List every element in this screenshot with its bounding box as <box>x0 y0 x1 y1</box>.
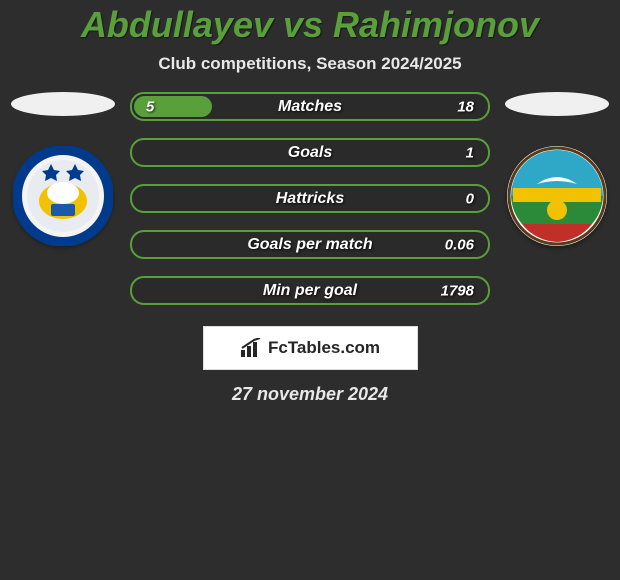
stat-bar-hattricks: Hattricks 0 <box>130 184 490 213</box>
stat-right-value: 0.06 <box>445 236 474 253</box>
stat-right-value: 0 <box>466 190 474 207</box>
stat-label: Matches <box>278 98 342 116</box>
stat-bar-goals: Goals 1 <box>130 138 490 167</box>
brand-text: FcTables.com <box>268 338 380 358</box>
stat-right-value: 18 <box>457 98 474 115</box>
left-club-badge <box>13 146 113 246</box>
main-row: 5 Matches 18 Goals 1 Hattricks 0 Goals p… <box>0 92 620 322</box>
left-name-oval <box>11 92 115 116</box>
right-club-badge <box>507 146 607 246</box>
stat-bar-matches: 5 Matches 18 <box>130 92 490 121</box>
left-column <box>8 92 118 246</box>
subtitle: Club competitions, Season 2024/2025 <box>0 54 620 74</box>
date-line: 27 november 2024 <box>0 384 620 405</box>
stat-right-value: 1798 <box>441 282 474 299</box>
stat-label: Goals <box>288 144 332 162</box>
right-column <box>502 92 612 246</box>
chart-icon <box>240 338 262 358</box>
stat-right-value: 1 <box>466 144 474 161</box>
page-title: Abdullayev vs Rahimjonov <box>0 4 620 46</box>
stat-label: Goals per match <box>247 236 372 254</box>
right-name-oval <box>505 92 609 116</box>
stat-bar-gpm: Goals per match 0.06 <box>130 230 490 259</box>
brand-box: FcTables.com <box>203 326 418 370</box>
stat-left-value: 5 <box>146 98 154 115</box>
stat-label: Min per goal <box>263 282 357 300</box>
stat-bar-mpg: Min per goal 1798 <box>130 276 490 305</box>
stat-label: Hattricks <box>276 190 344 208</box>
h2h-infographic: Abdullayev vs Rahimjonov Club competitio… <box>0 0 620 405</box>
stats-column: 5 Matches 18 Goals 1 Hattricks 0 Goals p… <box>130 92 490 322</box>
